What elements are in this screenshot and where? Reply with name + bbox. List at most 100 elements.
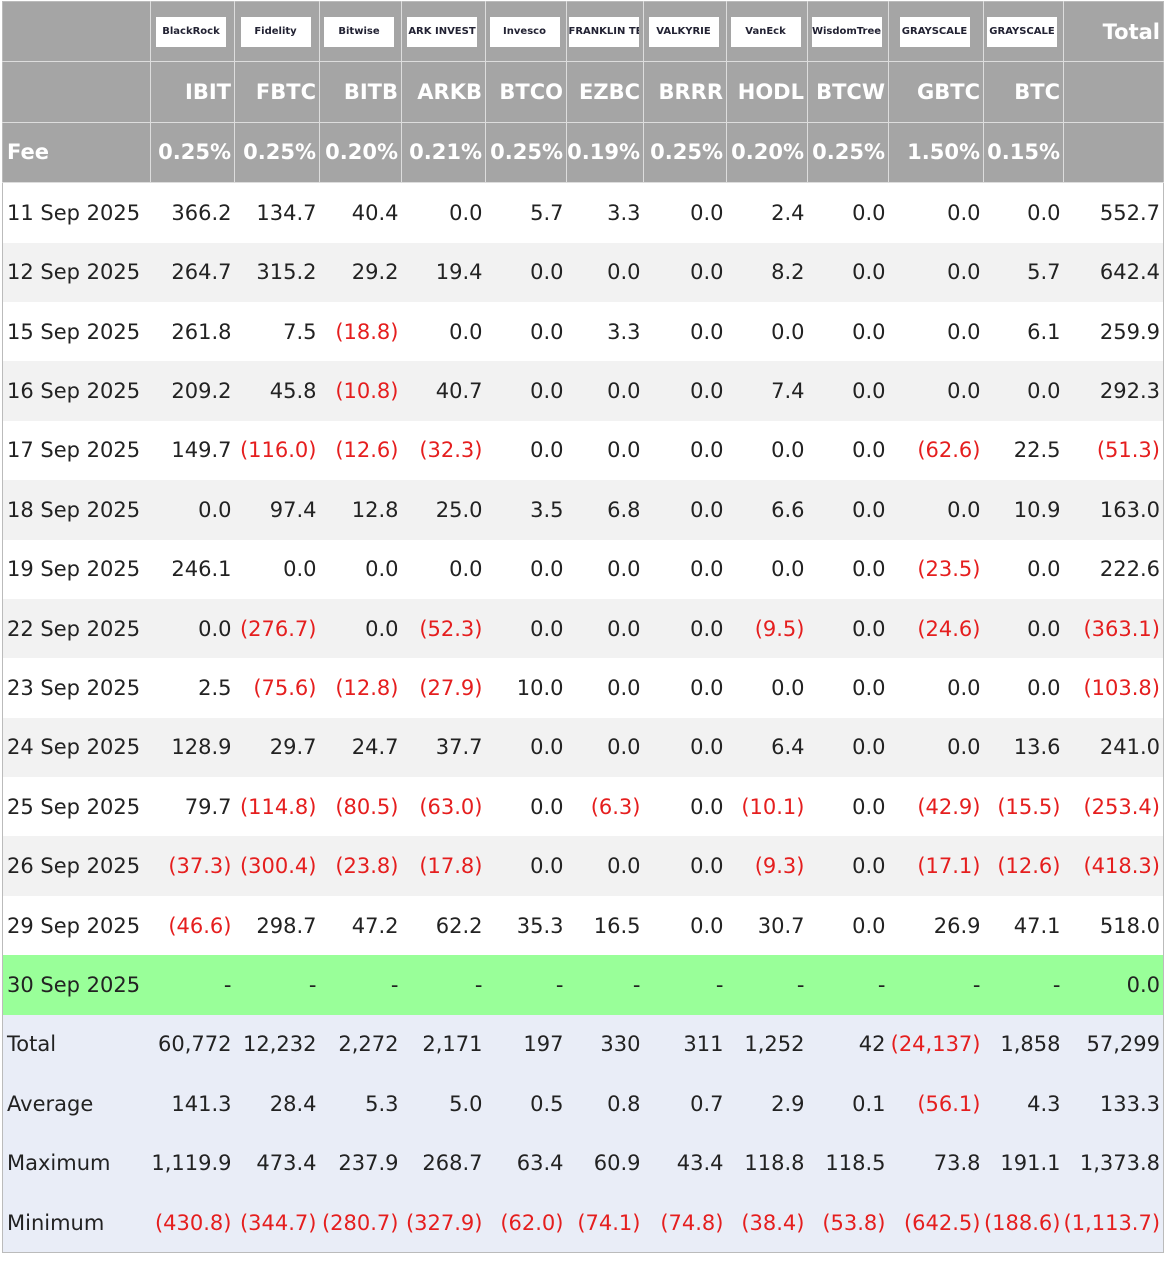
- flow-value: 40.7: [401, 361, 486, 421]
- flow-value: (10.8): [319, 361, 402, 421]
- date: 16 Sep 2025: [2, 361, 151, 421]
- summary-value: 197: [485, 1014, 567, 1075]
- flow-value: 0.0: [401, 301, 486, 362]
- flow-value: 0.0: [485, 301, 567, 362]
- flow-value: (42.9): [888, 777, 984, 837]
- flow-value: 8.2: [726, 242, 808, 302]
- flow-value: (27.9): [401, 658, 486, 718]
- flow-value: 0.0: [643, 598, 727, 659]
- data-row: 23 Sep 2025 2.5 (75.6) (12.8) (27.9) 10.0 0.0 0…: [2, 658, 1164, 718]
- flow-value: 0.0: [888, 182, 984, 243]
- flow-value: -: [319, 955, 402, 1015]
- logo: GRAYSCALE: [987, 16, 1057, 47]
- summary-row: Minimum (430.8) (344.7) (280.7) (327.9) (62.0…: [2, 1192, 1164, 1253]
- summary-value: 2.9: [726, 1074, 808, 1134]
- summary-label: Minimum: [2, 1192, 151, 1253]
- flow-value: 37.7: [401, 717, 486, 778]
- flow-value: 2.4: [726, 182, 808, 243]
- fee: 0.19%: [566, 122, 644, 184]
- logo-cell: VALKYRIE: [643, 1, 727, 63]
- fee: 0.20%: [726, 122, 808, 184]
- flow-value: 0.0: [807, 717, 889, 778]
- flow-value: (46.6): [150, 895, 235, 956]
- ticker: ARKB: [401, 61, 486, 123]
- flow-value: 5.7: [983, 242, 1064, 302]
- summary-label: Total: [2, 1014, 151, 1075]
- flow-value: 0.0: [983, 361, 1064, 421]
- flow-value: 0.0: [807, 182, 889, 243]
- ticker: BTCW: [807, 61, 889, 123]
- summary-value: 73.8: [888, 1133, 984, 1193]
- flow-value: 79.7: [150, 777, 235, 837]
- flow-value: (52.3): [401, 598, 486, 659]
- etf-flow-table: BlackRock Fidelity Bitwise ARK INVEST Invesc…: [2, 1, 1164, 1254]
- flow-value: 0.0: [888, 301, 984, 362]
- flow-value: 0.0: [807, 242, 889, 302]
- flow-value: 0.0: [566, 598, 644, 659]
- flow-value: 209.2: [150, 361, 235, 421]
- date: 29 Sep 2025: [2, 895, 151, 956]
- ticker: GBTC: [888, 61, 984, 123]
- date: 22 Sep 2025: [2, 598, 151, 659]
- summary-value: 330: [566, 1014, 644, 1075]
- flow-value: (116.0): [234, 420, 320, 481]
- data-row: 30 Sep 2025- - - - - - - - - - -0.0: [2, 955, 1164, 1015]
- flow-value: 0.0: [485, 717, 567, 778]
- summary-label: Average: [2, 1074, 151, 1134]
- flow-value: 0.0: [643, 836, 727, 896]
- flow-value: 366.2: [150, 182, 235, 243]
- flow-value: 0.0: [485, 361, 567, 421]
- flow-value: 0.0: [319, 539, 402, 599]
- flow-value: 0.0: [726, 420, 808, 481]
- flow-value: 0.0: [807, 420, 889, 481]
- flow-value: 7.5: [234, 301, 320, 362]
- summary-value: 5.3: [319, 1074, 402, 1134]
- flow-value: 0.0: [485, 539, 567, 599]
- flow-value: 0.0: [234, 539, 320, 599]
- data-row: 15 Sep 2025 261.8 7.5 (18.8) 0.0 0.0 3.3 0.0 0.0…: [2, 301, 1164, 362]
- summary-value: 42: [807, 1014, 889, 1075]
- flow-value: 0.0: [643, 777, 727, 837]
- date: 17 Sep 2025: [2, 420, 151, 481]
- flow-value: -: [566, 955, 644, 1015]
- flow-value: 0.0: [643, 182, 727, 243]
- blank-cell: [1063, 61, 1164, 123]
- flow-value: 0.0: [807, 836, 889, 896]
- flow-value: 134.7: [234, 182, 320, 243]
- data-row: 24 Sep 2025 128.9 29.7 24.7 37.7 0.0 0.0 0.0 6.4…: [2, 717, 1164, 778]
- flow-value: 259.9: [1063, 301, 1164, 362]
- summary-row: Average 141.3 28.4 5.3 5.0 0.5 0.8 0.7 2.9 0.1 (56…: [2, 1074, 1164, 1134]
- flow-value: 0.0: [888, 242, 984, 302]
- fee: 0.25%: [485, 122, 567, 184]
- date: 15 Sep 2025: [2, 301, 151, 362]
- summary-value: (56.1): [888, 1074, 984, 1134]
- flow-value: 10.9: [983, 480, 1064, 540]
- total-header: Total: [1063, 1, 1164, 63]
- flow-value: 0.0: [319, 598, 402, 659]
- date: 25 Sep 2025: [2, 777, 151, 837]
- flow-value: 0.0: [485, 242, 567, 302]
- summary-value: (74.8): [643, 1192, 727, 1253]
- date: 23 Sep 2025: [2, 658, 151, 718]
- flow-value: 0.0: [643, 242, 727, 302]
- flow-value: 0.0: [485, 836, 567, 896]
- flow-value: -: [983, 955, 1064, 1015]
- flow-value: 0.0: [150, 480, 235, 540]
- flow-value: (37.3): [150, 836, 235, 896]
- flow-value: -: [485, 955, 567, 1015]
- logo: Bitwise: [324, 16, 394, 47]
- flow-value: 222.6: [1063, 539, 1164, 599]
- summary-value: 0.7: [643, 1074, 727, 1134]
- flow-value: 2.5: [150, 658, 235, 718]
- flow-value: -: [726, 955, 808, 1015]
- flow-value: (6.3): [566, 777, 644, 837]
- ticker: EZBC: [566, 61, 644, 123]
- flow-value: (62.6): [888, 420, 984, 481]
- logo-cell: Bitwise: [319, 1, 402, 63]
- blank-cell: [1063, 122, 1164, 184]
- flow-value: 518.0: [1063, 895, 1164, 956]
- flow-value: 5.7: [485, 182, 567, 243]
- flow-value: 0.0: [807, 361, 889, 421]
- flow-value: (103.8): [1063, 658, 1164, 718]
